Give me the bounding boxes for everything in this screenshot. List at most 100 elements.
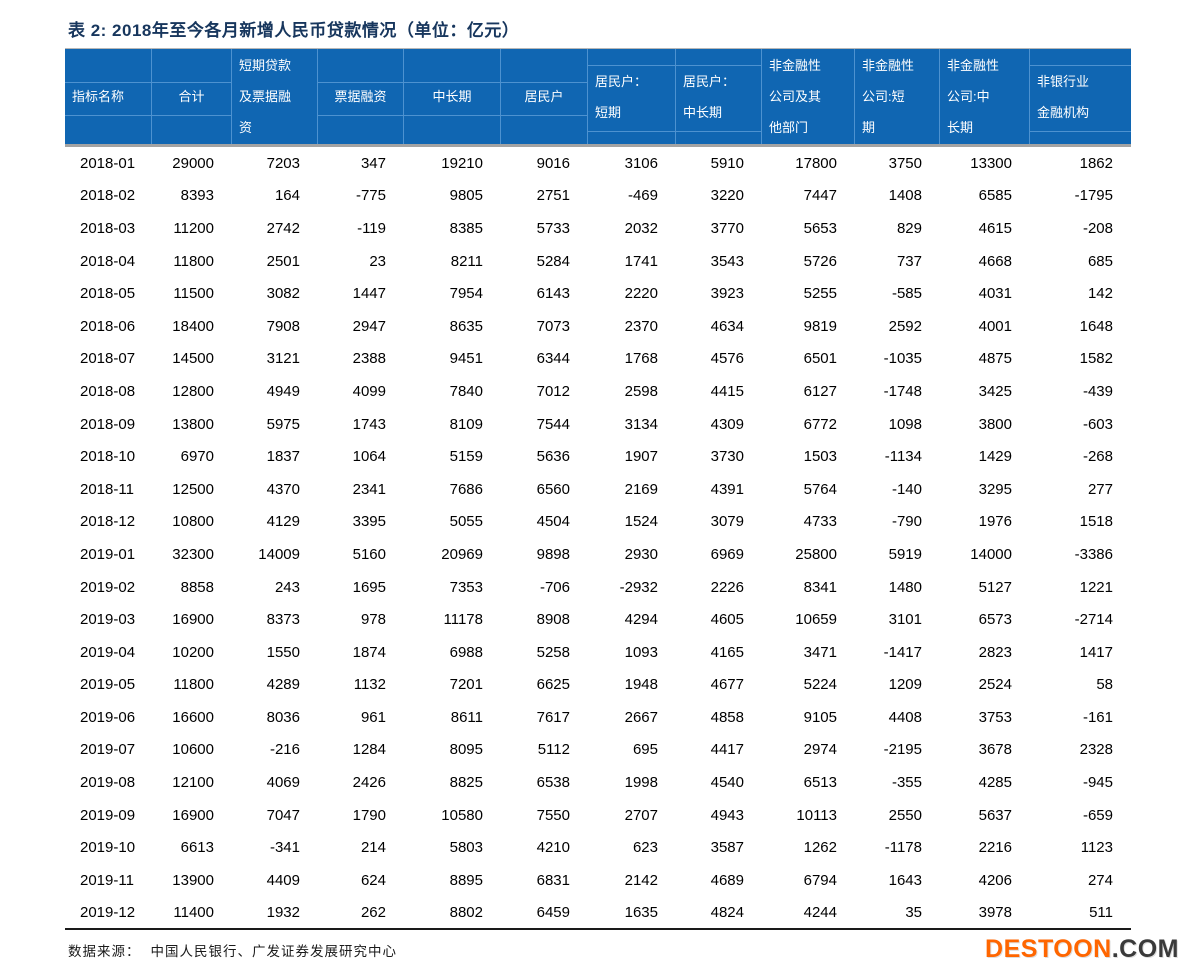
value-cell: 10580 bbox=[441, 806, 483, 824]
value-cell: 2501 bbox=[266, 252, 300, 270]
month-cell: 2019-02 bbox=[80, 578, 136, 596]
value-cell: 10200 bbox=[172, 643, 214, 661]
value-cell: 3106 bbox=[624, 154, 658, 172]
month-cell: 2019-10 bbox=[80, 839, 136, 857]
value-cell: 7012 bbox=[536, 382, 570, 400]
value-cell: 6794 bbox=[803, 871, 837, 889]
value-cell: 6831 bbox=[536, 871, 570, 889]
value-cell: 2598 bbox=[624, 382, 658, 400]
value-cell: 7047 bbox=[266, 806, 300, 824]
value-cell: 3923 bbox=[710, 285, 744, 303]
value-cell: 3543 bbox=[710, 252, 744, 270]
value-cell: 511 bbox=[1089, 903, 1113, 921]
value-cell: 5733 bbox=[536, 219, 570, 237]
value-cell: 4417 bbox=[710, 741, 744, 759]
value-cell: -469 bbox=[627, 187, 658, 205]
value-cell: 1790 bbox=[352, 806, 386, 824]
value-cell: 3295 bbox=[978, 480, 1012, 498]
column-header-label: 指标名称 bbox=[72, 89, 125, 104]
value-cell: 1209 bbox=[888, 676, 922, 694]
value-cell: 4634 bbox=[710, 317, 744, 335]
value-cell: 1582 bbox=[1079, 350, 1113, 368]
value-cell: -341 bbox=[269, 839, 300, 857]
value-cell: 3471 bbox=[803, 643, 837, 661]
value-cell: 3134 bbox=[624, 415, 658, 433]
value-cell: 5255 bbox=[803, 285, 837, 303]
value-cell: 5159 bbox=[449, 448, 483, 466]
value-cell: 8895 bbox=[449, 871, 483, 889]
value-cell: 2592 bbox=[888, 317, 922, 335]
value-cell: 14009 bbox=[258, 545, 300, 563]
column-header: 指标名称 bbox=[65, 49, 152, 144]
value-cell: 7201 bbox=[449, 676, 483, 694]
month-cell: 2019-01 bbox=[80, 545, 136, 563]
column-header: 非银行业 金融机构 bbox=[1030, 49, 1131, 144]
value-cell: 5284 bbox=[536, 252, 570, 270]
value-cell: 4576 bbox=[710, 350, 744, 368]
value-cell: 2370 bbox=[624, 317, 658, 335]
value-cell: 23 bbox=[369, 252, 386, 270]
value-cell: 2667 bbox=[624, 708, 658, 726]
value-cell: 4504 bbox=[536, 513, 570, 531]
value-cell: 8385 bbox=[449, 219, 483, 237]
value-cell: 9819 bbox=[803, 317, 837, 335]
month-cell: 2019-06 bbox=[80, 708, 136, 726]
table-row: 2019-08 12100 4069 2426 8825 6538 1998 4540 6513… bbox=[65, 766, 1131, 799]
value-cell: 5160 bbox=[352, 545, 386, 563]
value-cell: 20969 bbox=[441, 545, 483, 563]
destoon-logo[interactable]: DESTOON.COM bbox=[985, 935, 1179, 964]
value-cell: 214 bbox=[360, 839, 386, 857]
value-cell: 1976 bbox=[978, 513, 1012, 531]
value-cell: -1035 bbox=[883, 350, 922, 368]
value-cell: 13900 bbox=[172, 871, 214, 889]
month-cell: 2018-04 bbox=[80, 252, 136, 270]
value-cell: 2169 bbox=[624, 480, 658, 498]
value-cell: 6560 bbox=[536, 480, 570, 498]
value-cell: 11500 bbox=[173, 285, 214, 303]
value-cell: 8036 bbox=[266, 708, 300, 726]
table-row: 2018-01 29000 7203 347 19210 9016 3106 5910 1780… bbox=[65, 147, 1131, 180]
value-cell: 13300 bbox=[970, 154, 1012, 172]
value-cell: 5919 bbox=[888, 545, 922, 563]
value-cell: -355 bbox=[891, 774, 922, 792]
month-cell: 2019-11 bbox=[80, 871, 134, 889]
value-cell: 8341 bbox=[803, 578, 837, 596]
value-cell: 3079 bbox=[710, 513, 744, 531]
month-cell: 2018-08 bbox=[80, 382, 136, 400]
value-cell: 11200 bbox=[173, 219, 214, 237]
value-cell: 4031 bbox=[978, 285, 1012, 303]
value-cell: 4309 bbox=[710, 415, 744, 433]
value-cell: 1743 bbox=[352, 415, 386, 433]
value-cell: 5258 bbox=[536, 643, 570, 661]
column-header-label: 非金融性 公司及其 他部门 bbox=[769, 58, 822, 135]
value-cell: 11400 bbox=[173, 903, 214, 921]
value-cell: 7908 bbox=[266, 317, 300, 335]
value-cell: 4668 bbox=[978, 252, 1012, 270]
column-header: 中长期 bbox=[404, 49, 501, 144]
value-cell: 347 bbox=[360, 154, 386, 172]
value-cell: 6969 bbox=[710, 545, 744, 563]
column-header: 居民户： 中长期 bbox=[676, 49, 762, 144]
value-cell: 1221 bbox=[1079, 578, 1113, 596]
value-cell: 14000 bbox=[970, 545, 1012, 563]
value-cell: 16900 bbox=[172, 611, 214, 629]
value-cell: 2142 bbox=[624, 871, 658, 889]
value-cell: 13800 bbox=[172, 415, 214, 433]
table-row: 2019-02 8858 243 1695 7353 -706 -2932 2226 8341 1… bbox=[65, 571, 1131, 604]
value-cell: 4244 bbox=[803, 903, 837, 921]
value-cell: 4069 bbox=[266, 774, 300, 792]
value-cell: 29000 bbox=[172, 154, 214, 172]
value-cell: 4415 bbox=[710, 382, 744, 400]
table-body: 2018-01 29000 7203 347 19210 9016 3106 5910 1780… bbox=[65, 147, 1131, 931]
value-cell: 695 bbox=[632, 741, 658, 759]
value-cell: 4677 bbox=[710, 676, 744, 694]
value-cell: 11178 bbox=[443, 611, 484, 629]
value-cell: 4165 bbox=[710, 643, 744, 661]
value-cell: 4294 bbox=[624, 611, 658, 629]
value-cell: 1643 bbox=[888, 871, 922, 889]
value-cell: 7544 bbox=[536, 415, 570, 433]
value-cell: 8635 bbox=[449, 317, 483, 335]
column-header-label: 中长期 bbox=[432, 89, 472, 104]
value-cell: 7447 bbox=[803, 187, 837, 205]
value-cell: 6513 bbox=[803, 774, 837, 792]
